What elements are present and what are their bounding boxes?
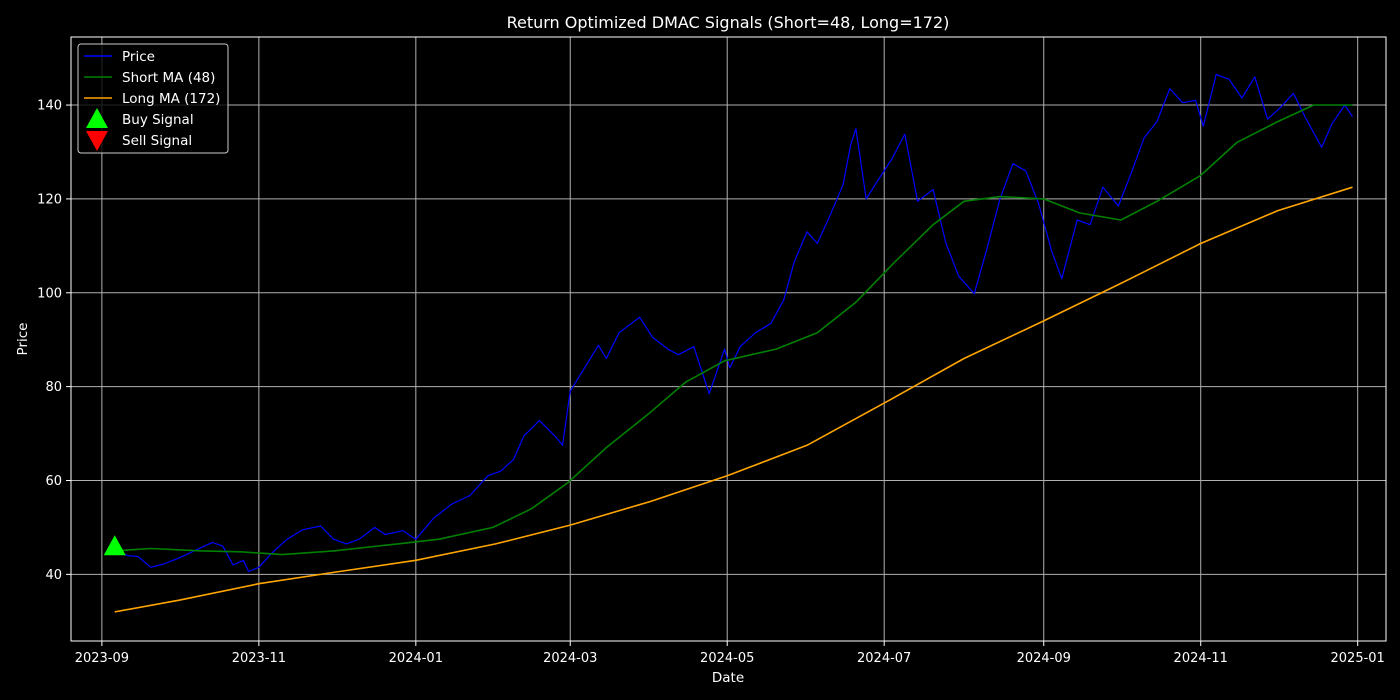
- y-tick-label: 80: [45, 380, 62, 395]
- legend-box: [77, 43, 229, 154]
- legend-label: Short MA (48): [122, 70, 215, 86]
- axis-ticks: 2023-09 2023-11 2024-01 2024-03 2024-05 2024-…: [37, 99, 1385, 666]
- x-tick-label: 2024-07: [857, 651, 911, 666]
- legend-label: Sell Signal: [122, 133, 192, 149]
- y-tick-label: 100: [37, 286, 62, 301]
- x-tick-label: 2024-01: [389, 651, 443, 666]
- x-tick-label: 2024-09: [1017, 651, 1071, 666]
- chart-title: Return Optimized DMAC Signals (Short=48,…: [507, 13, 950, 32]
- signal-markers: [103, 535, 126, 556]
- x-tick-label: 2023-11: [232, 651, 286, 666]
- plot-frame: [70, 36, 1387, 642]
- legend-label: Buy Signal: [122, 112, 194, 128]
- x-tick-label: 2024-11: [1174, 651, 1228, 666]
- series-layer: [114, 73, 1354, 613]
- y-tick-label: 40: [45, 568, 62, 583]
- x-tick-label: 2023-09: [75, 651, 129, 666]
- legend-label: Price: [122, 49, 155, 65]
- legend: Price Short MA (48) Long MA (172) Buy Signa…: [77, 43, 229, 154]
- x-axis-label: Date: [712, 670, 744, 686]
- x-tick-label: 2024-05: [700, 651, 754, 666]
- y-axis-label: Price: [15, 323, 31, 356]
- legend-swatch: [86, 131, 108, 151]
- grid: [71, 37, 1386, 641]
- y-tick-label: 140: [37, 99, 62, 114]
- y-tick-label: 120: [37, 192, 62, 207]
- buy-signal-marker: [103, 535, 126, 556]
- series-line-price: [114, 73, 1354, 573]
- series-line-long-ma-172: [114, 186, 1353, 613]
- legend-swatch: [86, 108, 108, 128]
- legend-label: Long MA (172): [122, 91, 220, 107]
- x-tick-label: 2025-01: [1331, 651, 1385, 666]
- x-tick-label: 2024-03: [543, 651, 597, 666]
- y-tick-label: 60: [45, 474, 62, 489]
- series-line-short-ma-48: [114, 104, 1353, 556]
